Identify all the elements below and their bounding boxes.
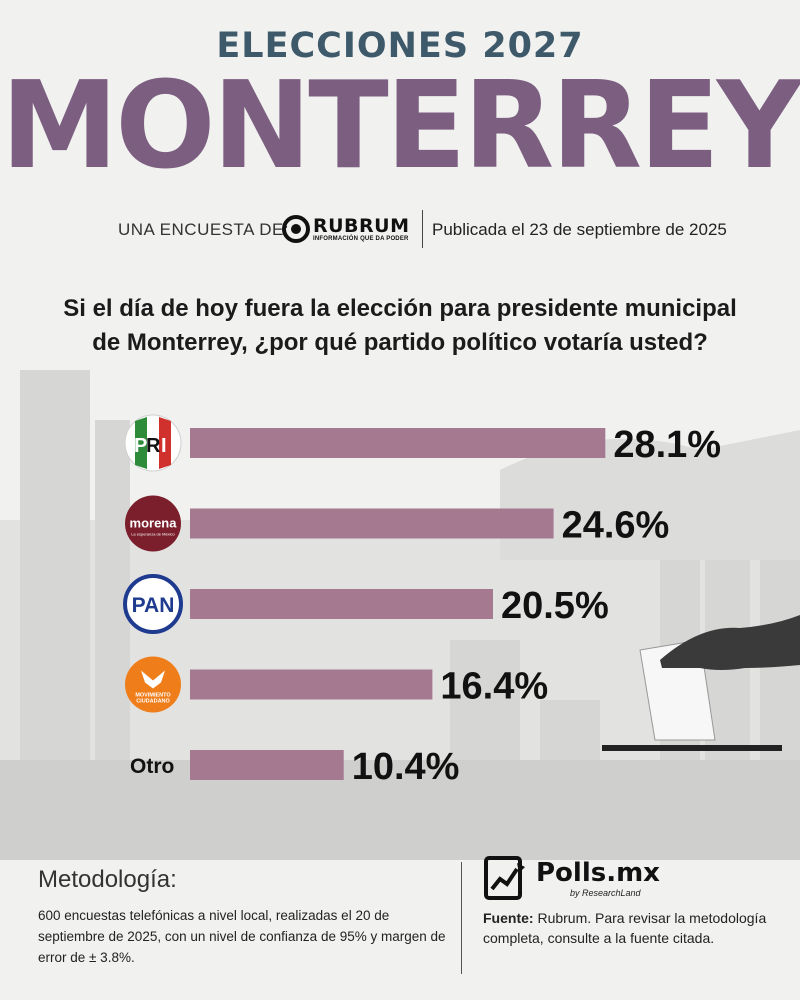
mc-eagle-icon	[141, 670, 165, 689]
source-note: Fuente: Rubrum. Para revisar la metodolo…	[483, 908, 783, 948]
pri-red-band	[159, 417, 171, 469]
bar-pan	[190, 589, 493, 619]
pan-logo-circle	[123, 574, 183, 634]
polls-mx-byline: by ResearchLand	[570, 888, 641, 898]
value-label-mc: 16.4%	[440, 666, 548, 708]
pan-logo-text: PAN	[132, 594, 175, 617]
bar-pri	[190, 428, 606, 458]
header-eyebrow: ELECCIONES 2027	[216, 26, 584, 66]
published-date: Publicada el 23 de septiembre de 2025	[432, 220, 727, 239]
morena-logo-circle	[125, 495, 181, 552]
source-label: Fuente:	[483, 910, 534, 926]
morena-logo-subtext: La esperanza de México	[131, 532, 175, 537]
bar-otro	[190, 750, 344, 780]
byline-divider	[422, 210, 423, 248]
category-label-otro: Otro	[130, 755, 174, 778]
mc-logo-text-line2: CIUDADANO	[136, 699, 170, 705]
pri-logo-letter-p: P	[134, 435, 147, 457]
pri-logo-letter-i: I	[161, 435, 167, 457]
value-label-pri: 28.1%	[613, 424, 721, 466]
byline-label: UNA ENCUESTA DE:	[118, 220, 290, 239]
rubrum-brand-name: RUBRUM	[313, 215, 410, 237]
header-city-title: MONTERREY	[0, 54, 800, 196]
bar-mc	[190, 669, 433, 700]
source-text: Rubrum. Para revisar la metodología comp…	[483, 910, 767, 946]
value-label-otro: 10.4%	[352, 746, 460, 788]
pri-logo-icon: PR I	[124, 414, 182, 472]
rubrum-tagline: INFORMACIÓN QUE DA PODER	[313, 236, 409, 242]
byline: UNA ENCUESTA DE: RUBRUM INFORMACIÓN QUE …	[0, 210, 800, 250]
pri-green-band	[135, 417, 147, 469]
survey-question: Si el día de hoy fuera la elección para …	[63, 295, 737, 356]
ballot-hand-illustration	[602, 615, 800, 751]
methodology-title: Metodología:	[38, 866, 177, 893]
polls-mx-logo-icon	[484, 856, 525, 900]
morena-logo-text: morena	[130, 516, 178, 531]
footer-divider	[461, 862, 462, 974]
value-label-pan: 20.5%	[501, 585, 609, 627]
pan-logo-icon: PAN	[123, 574, 183, 634]
value-label-morena: 24.6%	[562, 505, 670, 547]
polls-mx-brand: Polls.mx	[536, 858, 660, 888]
pri-logo-letter-r: R	[146, 435, 161, 457]
methodology-text: 600 encuestas telefónicas a nivel local,…	[38, 908, 446, 965]
mc-logo-text-line1: MOVIMIENTO	[135, 693, 171, 699]
rubrum-logo-icon	[282, 215, 310, 243]
bar-morena	[190, 508, 554, 539]
